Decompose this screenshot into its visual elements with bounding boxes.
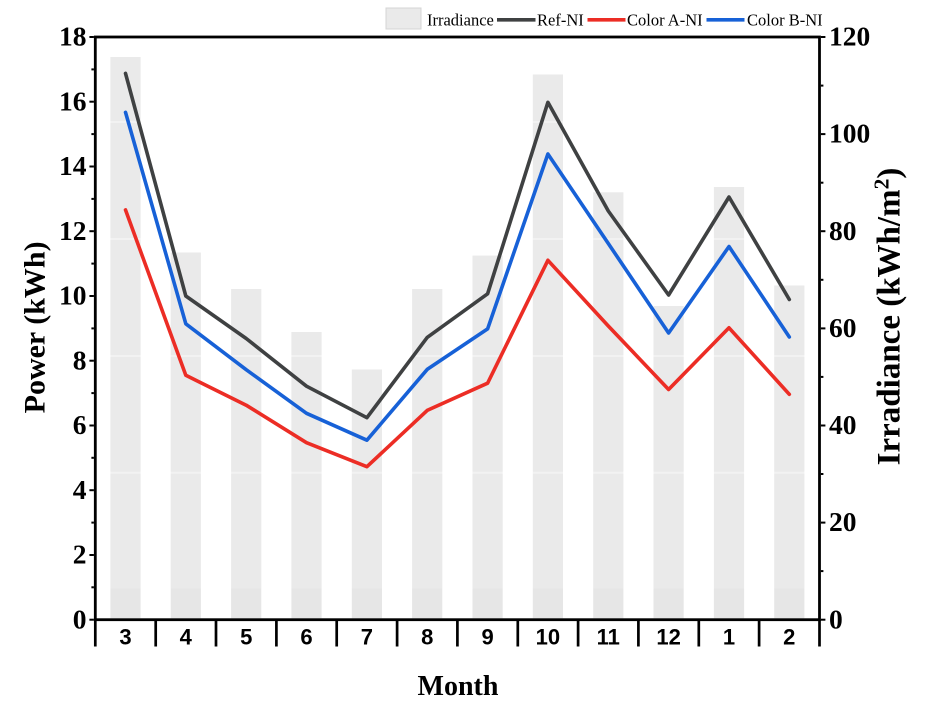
- svg-text:2: 2: [783, 625, 795, 650]
- svg-text:4: 4: [73, 474, 87, 505]
- svg-text:1: 1: [723, 625, 735, 650]
- svg-text:80: 80: [829, 215, 857, 246]
- svg-text:16: 16: [59, 85, 87, 116]
- svg-text:Irradiance (kWh/m2): Irradiance (kWh/m2): [870, 168, 908, 466]
- svg-text:6: 6: [73, 409, 87, 440]
- svg-text:Color B-NI: Color B-NI: [747, 11, 823, 30]
- svg-text:10: 10: [536, 625, 560, 650]
- svg-text:0: 0: [829, 603, 843, 634]
- svg-text:40: 40: [829, 409, 857, 440]
- svg-text:8: 8: [73, 344, 87, 375]
- svg-text:Power (kWh): Power (kWh): [19, 241, 52, 413]
- svg-text:12: 12: [656, 625, 680, 650]
- svg-text:Irradiance: Irradiance: [427, 11, 494, 30]
- svg-text:0: 0: [73, 603, 87, 634]
- svg-text:18: 18: [59, 21, 87, 52]
- svg-text:5: 5: [240, 625, 252, 650]
- svg-text:Month: Month: [418, 671, 499, 702]
- svg-text:11: 11: [597, 625, 620, 650]
- svg-text:60: 60: [829, 312, 857, 343]
- svg-text:Color A-NI: Color A-NI: [627, 11, 703, 30]
- svg-text:14: 14: [59, 150, 87, 181]
- svg-text:20: 20: [829, 506, 857, 537]
- svg-text:Ref-NI: Ref-NI: [537, 11, 584, 30]
- svg-text:12: 12: [59, 215, 87, 246]
- svg-text:7: 7: [361, 625, 373, 650]
- svg-text:6: 6: [300, 625, 312, 650]
- svg-text:120: 120: [829, 21, 870, 52]
- svg-text:3: 3: [119, 625, 131, 650]
- svg-text:2: 2: [73, 539, 87, 570]
- svg-text:4: 4: [180, 625, 193, 650]
- svg-text:100: 100: [829, 118, 870, 149]
- svg-text:9: 9: [481, 625, 493, 650]
- svg-text:8: 8: [421, 625, 433, 650]
- svg-text:10: 10: [59, 280, 87, 311]
